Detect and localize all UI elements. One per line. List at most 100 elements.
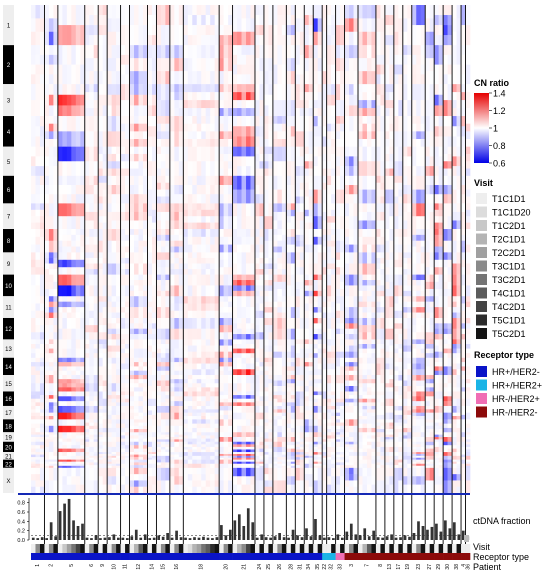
cn-cell xyxy=(84,92,90,101)
cn-cell xyxy=(340,409,345,413)
cn-cell xyxy=(156,449,162,453)
cn-cell xyxy=(151,380,157,387)
cn-cell xyxy=(156,220,162,230)
cn-cell xyxy=(53,296,59,302)
cn-cell xyxy=(71,312,77,319)
cn-cell xyxy=(246,136,251,147)
cn-cell xyxy=(174,84,180,93)
cn-cell xyxy=(223,339,229,346)
cn-cell xyxy=(201,379,206,384)
cn-cell xyxy=(98,353,103,359)
cn-cell xyxy=(102,252,108,259)
cn-cell xyxy=(93,383,99,392)
cn-cell xyxy=(39,366,45,372)
cn-cell xyxy=(308,401,314,407)
cn-cell xyxy=(48,332,54,340)
cn-cell xyxy=(205,459,211,465)
cn-cell xyxy=(89,296,95,304)
cn-cell xyxy=(237,244,242,253)
cn-cell xyxy=(53,395,59,400)
cn-cell xyxy=(39,203,45,211)
cn-cell xyxy=(71,391,77,397)
cn-cell xyxy=(174,240,180,247)
cn-cell xyxy=(187,25,193,36)
cn-cell xyxy=(71,396,77,402)
cn-cell xyxy=(93,391,99,397)
cn-cell xyxy=(44,289,50,297)
cn-cell xyxy=(84,108,90,117)
cn-cell xyxy=(183,416,189,420)
cn-cell xyxy=(156,5,162,26)
cn-cell xyxy=(187,35,193,46)
cn-cell xyxy=(304,391,310,397)
cn-cell xyxy=(210,480,215,488)
cn-cell xyxy=(268,405,274,413)
cn-cell xyxy=(178,92,184,101)
cn-cell xyxy=(165,437,171,440)
cn-cell xyxy=(317,71,323,85)
cn-cell xyxy=(322,405,327,413)
cn-cell xyxy=(246,328,251,335)
cn-cell xyxy=(286,379,292,384)
cn-cell xyxy=(344,380,350,387)
cn-cell xyxy=(138,246,144,253)
cn-cell xyxy=(295,357,301,367)
cn-cell xyxy=(196,467,202,475)
cn-cell xyxy=(142,452,148,455)
cn-cell xyxy=(48,434,54,438)
cn-cell xyxy=(268,263,274,270)
cn-cell xyxy=(326,432,332,436)
cn-cell xyxy=(107,211,112,221)
cn-cell xyxy=(120,240,126,247)
cn-cell xyxy=(39,445,45,449)
cn-cell xyxy=(308,446,314,450)
cn-cell xyxy=(241,100,247,109)
cn-cell xyxy=(295,92,301,101)
cn-cell xyxy=(98,455,103,459)
cn-cell xyxy=(98,432,103,435)
cn-cell xyxy=(299,203,305,213)
cn-cell xyxy=(326,263,332,270)
cn-cell xyxy=(93,45,99,59)
cn-cell xyxy=(246,363,251,370)
cn-cell xyxy=(75,285,81,297)
cn-cell xyxy=(322,449,327,453)
cn-cell xyxy=(111,457,117,460)
cn-cell xyxy=(107,484,112,494)
cn-cell xyxy=(129,123,135,132)
cn-cell xyxy=(232,441,238,445)
cn-cell xyxy=(120,229,126,236)
cn-cell xyxy=(93,459,99,463)
cn-cell xyxy=(98,307,103,313)
cn-cell xyxy=(165,375,171,381)
cn-cell xyxy=(331,139,336,147)
cn-cell xyxy=(134,194,139,204)
cn-cell xyxy=(317,405,323,413)
cn-cell xyxy=(268,229,274,241)
cn-cell xyxy=(196,401,202,407)
cn-cell xyxy=(237,467,242,477)
cn-cell xyxy=(89,325,95,333)
cn-cell xyxy=(317,280,323,286)
cn-cell xyxy=(66,131,72,147)
cn-cell xyxy=(268,457,274,460)
cn-cell xyxy=(232,156,238,167)
cn-cell xyxy=(340,446,345,453)
cn-cell xyxy=(151,229,157,238)
cn-cell xyxy=(219,168,224,177)
cn-cell xyxy=(313,363,318,370)
cn-cell xyxy=(277,64,283,85)
cn-cell xyxy=(304,285,310,292)
cn-cell xyxy=(210,317,215,329)
cn-cell xyxy=(308,444,314,448)
cn-cell xyxy=(134,454,139,458)
cn-cell xyxy=(192,71,198,85)
cn-cell xyxy=(340,281,345,290)
cn-cell xyxy=(57,240,63,247)
cn-cell xyxy=(62,370,68,376)
cn-cell xyxy=(237,453,242,457)
cn-cell xyxy=(174,92,180,101)
cn-cell xyxy=(228,325,233,333)
cn-cell xyxy=(174,58,180,72)
cn-cell xyxy=(169,100,175,109)
